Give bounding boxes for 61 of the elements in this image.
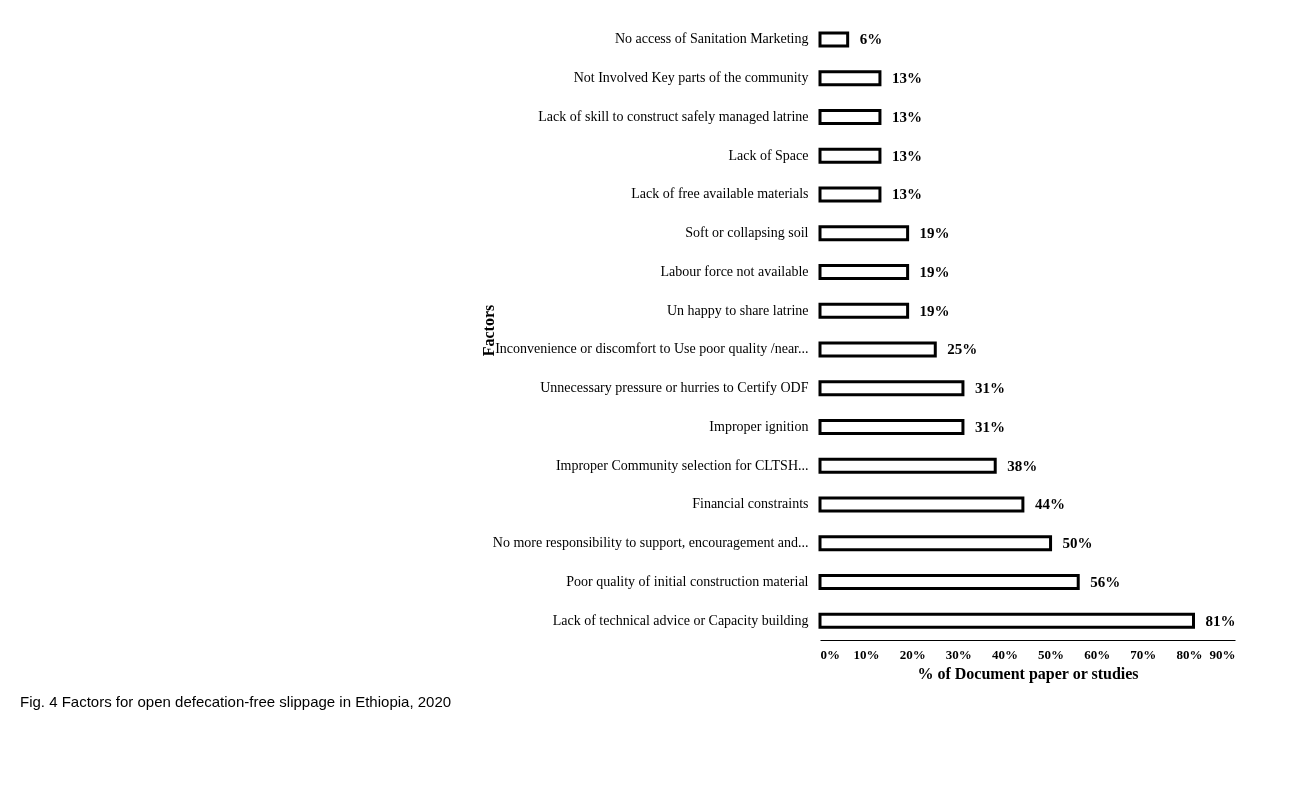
y-tick-label: Inconvenience or discomfort to Use poor quality /near... — [495, 341, 809, 357]
bar — [818, 31, 850, 48]
y-tick-label: Unnecessary pressure or hurries to Certify ODF — [540, 380, 809, 396]
bar — [818, 147, 882, 164]
bar — [818, 496, 1025, 513]
y-tick-label: Improper ignition — [709, 418, 809, 434]
bar — [818, 302, 910, 319]
bar — [818, 612, 1195, 629]
data-label: 19% — [919, 302, 950, 319]
x-tick-label: 20% — [899, 646, 926, 662]
bar — [818, 573, 1080, 590]
bar — [818, 225, 910, 242]
data-label: 25% — [947, 341, 978, 358]
x-tick-label: 70% — [1130, 646, 1157, 662]
bar — [818, 380, 965, 397]
y-tick-label: Financial constraints — [692, 496, 809, 512]
data-label: 13% — [891, 108, 922, 125]
x-axis-title: % of Document paper or studies — [917, 664, 1139, 683]
data-label: 31% — [974, 418, 1005, 435]
data-label: 56% — [1090, 573, 1121, 590]
y-tick-label: Lack of free available materials — [631, 186, 809, 202]
x-tick-label: 90% — [1209, 646, 1236, 662]
data-label: 31% — [974, 380, 1005, 397]
y-tick-label: Lack of Space — [728, 147, 809, 163]
bar — [818, 418, 965, 435]
y-tick-label: Improper Community selection for CLTSH... — [555, 457, 809, 473]
y-tick-label: No more responsibility to support, encouragement and... — [492, 535, 809, 551]
y-tick-label: No access of Sanitation Marketing — [614, 31, 809, 47]
x-tick-label: 80% — [1176, 646, 1203, 662]
x-tick-label: 0% — [820, 646, 840, 662]
bar — [818, 186, 882, 203]
y-tick-label: Labour force not available — [660, 263, 809, 279]
data-label: 13% — [891, 186, 922, 203]
x-tick-label: 60% — [1084, 646, 1111, 662]
y-tick-label: Soft or collapsing soil — [685, 225, 809, 241]
x-tick-label: 50% — [1038, 646, 1065, 662]
bar — [818, 263, 910, 280]
data-label: 81% — [1205, 612, 1236, 629]
caption: Fig. 4 Factors for open defecation-free slippage in Ethiopia, 2020 — [20, 693, 452, 710]
data-label: 13% — [891, 70, 922, 87]
x-tick-label: 10% — [853, 646, 880, 662]
x-tick-label: 30% — [945, 646, 972, 662]
y-tick-label: Lack of skill to construct safely managed latrine — [538, 108, 809, 124]
bar — [818, 457, 997, 474]
bar — [818, 535, 1053, 552]
y-axis-title: Factors — [479, 304, 497, 357]
data-label: 19% — [919, 263, 950, 280]
data-label: 6% — [859, 31, 883, 48]
bar — [818, 108, 882, 125]
bar — [818, 341, 937, 358]
data-label: 19% — [919, 225, 950, 242]
data-label: 50% — [1062, 535, 1093, 552]
bar — [818, 70, 882, 87]
y-tick-label: Poor quality of initial construction material — [566, 573, 809, 589]
x-tick-label: 40% — [991, 646, 1018, 662]
data-label: 38% — [1007, 457, 1038, 474]
y-tick-label: Not Involved Key parts of the community — [573, 70, 809, 86]
data-label: 13% — [891, 147, 922, 164]
data-label: 44% — [1034, 496, 1065, 513]
y-tick-label: Lack of technical advice or Capacity building — [552, 612, 809, 628]
y-tick-label: Un happy to share latrine — [666, 302, 809, 318]
